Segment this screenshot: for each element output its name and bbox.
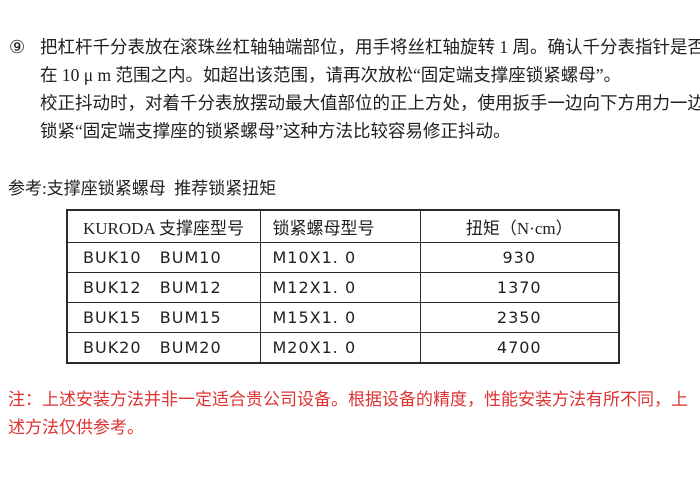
support-models-cell: BUK12 BUM12 [66,272,261,303]
support-models-cell: BUK20 BUM20 [66,332,261,364]
instruction-line: 把杠杆千分表放在滚珠丝杠轴轴端部位，用手将丝杠轴旋转 1 周。确认千分表指针是否 [40,37,700,57]
table-row: BUK12 BUM12 M12X1. 0 1370 [66,272,620,303]
support-models-cell: BUK15 BUM15 [66,302,261,333]
support-models-cell: BUK10 BUM10 [66,242,261,273]
torque-cell: 930 [419,242,620,273]
column-header-nut-model: 锁紧螺母型号 [259,209,421,243]
nut-model-cell: M20X1. 0 [259,332,421,364]
table-header-row: KURODA 支撑座型号 锁紧螺母型号 扭矩（N·cm） [66,209,620,243]
torque-cell: 2350 [419,302,620,333]
instruction-paragraph: 把杠杆千分表放在滚珠丝杠轴轴端部位，用手将丝杠轴旋转 1 周。确认千分表指针是否… [40,33,700,145]
column-header-support-model: KURODA 支撑座型号 [66,209,261,243]
table-caption: 参考:支撑座锁紧螺母 推荐锁紧扭矩 [8,179,277,198]
instruction-line: 在 10 μ m 范围之内。如超出该范围，请再次放松“固定端支撑座锁紧螺母”。 [40,65,622,85]
torque-cell: 1370 [419,272,620,303]
list-item-number: ⑨ [9,37,26,58]
nut-model-cell: M12X1. 0 [259,272,421,303]
table-row: BUK10 BUM10 M10X1. 0 930 [66,242,620,273]
nut-model-cell: M10X1. 0 [259,242,421,273]
instruction-line: 锁紧“固定端支撑座的锁紧螺母”这种方法比较容易修正抖动。 [40,121,511,141]
note-line: 述方法仅供参考。 [8,418,144,437]
table-row: BUK15 BUM15 M15X1. 0 2350 [66,302,620,333]
torque-cell: 4700 [419,332,620,364]
note-paragraph: 注：上述安装方法并非一定适合贵公司设备。根据设备的精度，性能安装方法有所不同，上… [8,386,688,442]
note-line: 注：上述安装方法并非一定适合贵公司设备。根据设备的精度，性能安装方法有所不同，上 [8,390,688,409]
nut-model-cell: M15X1. 0 [259,302,421,333]
table-row: BUK20 BUM20 M20X1. 0 4700 [66,332,620,364]
torque-table: KURODA 支撑座型号 锁紧螺母型号 扭矩（N·cm） BUK10 BUM10… [66,209,620,364]
instruction-line: 校正抖动时，对着千分表放摆动最大值部位的正上方处，使用扳手一边向下方用力一边 [40,93,700,113]
column-header-torque: 扭矩（N·cm） [419,209,620,243]
